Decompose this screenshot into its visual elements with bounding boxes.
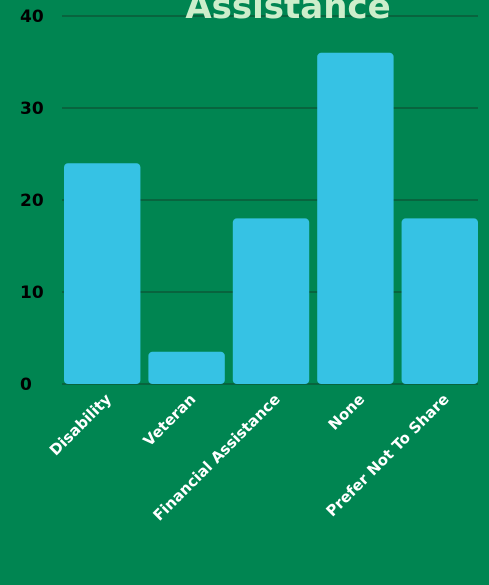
bar-veteran: [148, 351, 225, 384]
chart-title: Assistance: [185, 0, 390, 27]
bar-prefer-not-to-share: [401, 218, 478, 384]
y-tick-label: 20: [20, 191, 44, 211]
y-tick-label: 40: [20, 7, 44, 27]
bars: [64, 52, 478, 385]
y-tick-label: 0: [20, 375, 32, 395]
y-tick-label: 10: [20, 283, 44, 303]
bar-disability: [64, 163, 141, 384]
y-axis-ticks: 0 10 20 30 40: [20, 7, 44, 395]
bar-none: [317, 52, 394, 385]
y-tick-label: 30: [20, 99, 44, 119]
bar-financial-assistance: [232, 218, 310, 384]
